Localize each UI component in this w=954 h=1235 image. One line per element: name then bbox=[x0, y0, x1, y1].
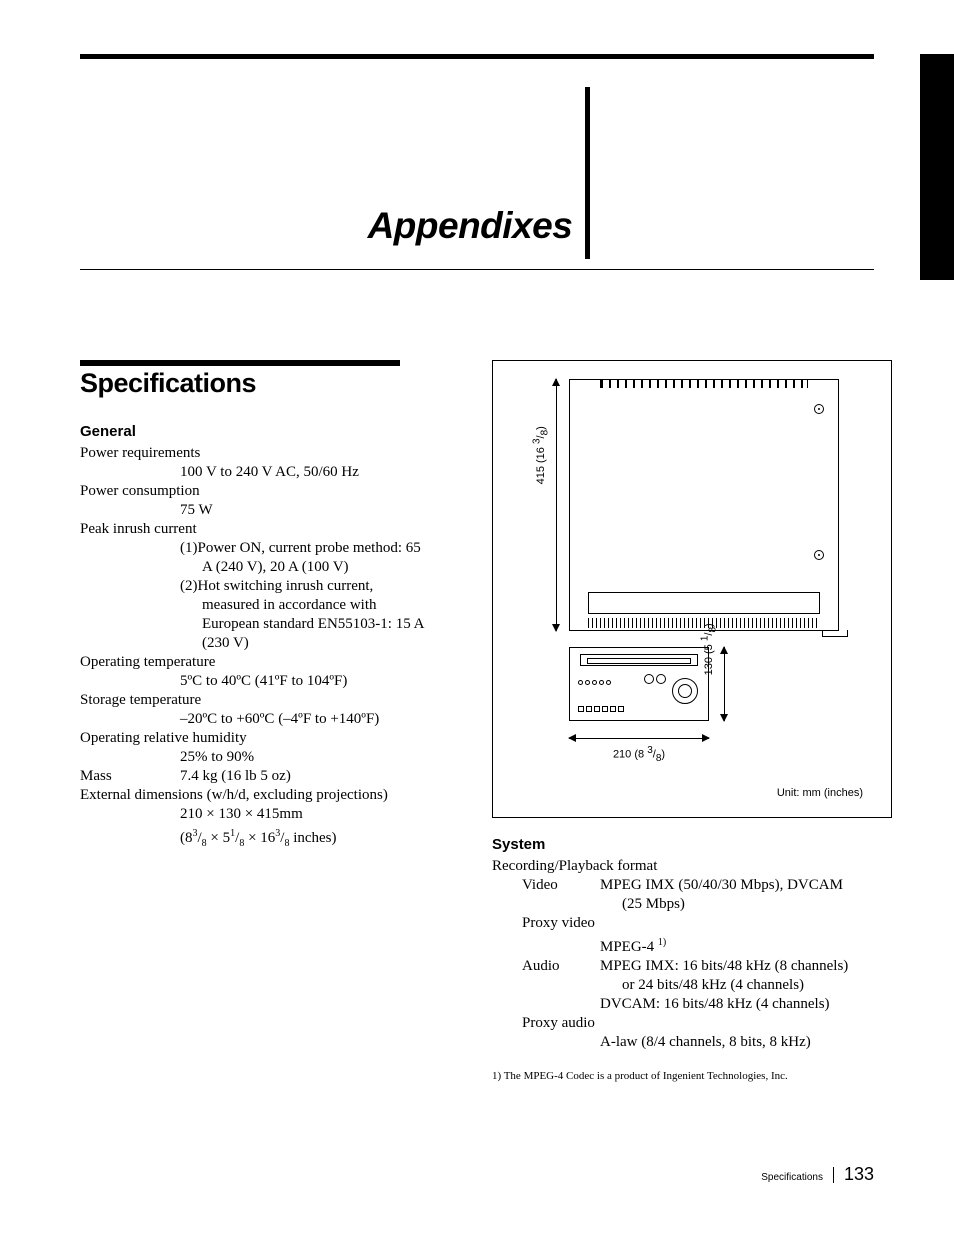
audio-label: Audio bbox=[522, 957, 600, 976]
video-row-b: (25 Mbps) bbox=[522, 895, 874, 914]
power-cons-label: Power consumption bbox=[80, 482, 462, 501]
proxy-video-label: Proxy video bbox=[522, 914, 874, 933]
format-label: Recording/Playback format bbox=[492, 857, 874, 876]
audio-value-b: or 24 bits/48 kHz (4 channels) bbox=[600, 976, 874, 995]
figure-inner-box bbox=[588, 592, 820, 614]
title-divider bbox=[585, 87, 590, 259]
proxy-audio-value: A-law (8/4 channels, 8 bits, 8 kHz) bbox=[600, 1033, 874, 1052]
op-temp-label: Operating temperature bbox=[80, 653, 462, 672]
system-heading: System bbox=[492, 836, 874, 853]
proxy-audio-label: Proxy audio bbox=[522, 1014, 874, 1033]
video-row: Video MPEG IMX (50/40/30 Mbps), DVCAM bbox=[522, 876, 874, 895]
knob-icon bbox=[656, 674, 666, 684]
buttons-row bbox=[578, 706, 624, 712]
page-number: 133 bbox=[844, 1164, 874, 1185]
peak-inrush-2d: (230 V) bbox=[80, 634, 462, 653]
audio-row-b: or 24 bits/48 kHz (4 channels) bbox=[522, 976, 874, 995]
width-label: 210 (8 3/8) bbox=[569, 745, 709, 764]
audio-row-c: DVCAM: 16 bits/48 kHz (4 channels) bbox=[522, 995, 874, 1014]
video-value-b: (25 Mbps) bbox=[600, 895, 874, 914]
power-req-label: Power requirements bbox=[80, 444, 462, 463]
video-label: Video bbox=[522, 876, 600, 895]
op-temp-value: 5ºC to 40ºC (41ºF to 104ºF) bbox=[80, 672, 462, 691]
system-specs: Video MPEG IMX (50/40/30 Mbps), DVCAM (2… bbox=[522, 876, 874, 1052]
depth-label: 415 (16 3/8) bbox=[532, 426, 551, 484]
peak-inrush-1: (1)Power ON, current probe method: 65 bbox=[80, 539, 462, 558]
power-req-value: 100 V to 240 V AC, 50/60 Hz bbox=[80, 463, 462, 482]
left-column: Specifications General Power requirement… bbox=[80, 360, 462, 1082]
humidity-value: 25% to 90% bbox=[80, 748, 462, 767]
dial-icon bbox=[672, 678, 698, 704]
mass-label: Mass bbox=[80, 767, 180, 786]
audio-value: MPEG IMX: 16 bits/48 kHz (8 channels) bbox=[600, 957, 874, 976]
chapter-title: Appendixes bbox=[368, 205, 573, 247]
footer-label: Specifications bbox=[761, 1172, 823, 1183]
side-tab bbox=[920, 54, 954, 280]
peak-inrush-2b: measured in accordance with bbox=[80, 596, 462, 615]
proxy-audio-row: A-law (8/4 channels, 8 bits, 8 kHz) bbox=[522, 1033, 874, 1052]
peak-inrush-1b: A (240 V), 20 A (100 V) bbox=[80, 558, 462, 577]
columns: Specifications General Power requirement… bbox=[80, 360, 874, 1082]
page-content: Appendixes Specifications General Power … bbox=[80, 54, 874, 1185]
proxy-video-row: MPEG-4 1) bbox=[522, 933, 874, 957]
page-footer: Specifications 133 bbox=[761, 1164, 874, 1185]
dims-label: External dimensions (w/h/d, excluding pr… bbox=[80, 786, 462, 805]
dots-row bbox=[578, 680, 611, 685]
audio-value-c: DVCAM: 16 bits/48 kHz (4 channels) bbox=[600, 995, 874, 1014]
figure-top-view bbox=[569, 379, 839, 631]
storage-temp-value: –20ºC to +60ºC (–4ºF to +140ºF) bbox=[80, 710, 462, 729]
footer-divider bbox=[833, 1167, 834, 1183]
right-column: 415 (16 3/8) 130 (5 1/8) bbox=[492, 360, 874, 1082]
video-value: MPEG IMX (50/40/30 Mbps), DVCAM bbox=[600, 876, 874, 895]
figure-slot bbox=[580, 654, 698, 666]
height-label: 130 (5 1/8) bbox=[700, 623, 719, 675]
figure-foot bbox=[822, 630, 848, 637]
section-rule bbox=[80, 360, 400, 366]
unit-label: Unit: mm (inches) bbox=[777, 787, 863, 799]
power-cons-value: 75 W bbox=[80, 501, 462, 520]
dims-value-inches: (83/8 × 51/8 × 163/8 inches) bbox=[80, 824, 462, 853]
dims-value: 210 × 130 × 415mm bbox=[80, 805, 462, 824]
storage-temp-label: Storage temperature bbox=[80, 691, 462, 710]
peak-inrush-2c: European standard EN55103-1: 15 A bbox=[80, 615, 462, 634]
dimensions-figure: 415 (16 3/8) 130 (5 1/8) bbox=[492, 360, 892, 818]
section-title: Specifications bbox=[80, 368, 462, 399]
general-heading: General bbox=[80, 423, 462, 440]
mass-value: 7.4 kg (16 lb 5 oz) bbox=[180, 767, 462, 786]
title-block: Appendixes bbox=[80, 54, 874, 270]
figure-panel bbox=[576, 672, 702, 714]
audio-row: Audio MPEG IMX: 16 bits/48 kHz (8 channe… bbox=[522, 957, 874, 976]
figure-front-view bbox=[569, 647, 709, 721]
mass-row: Mass 7.4 kg (16 lb 5 oz) bbox=[80, 767, 462, 786]
knob-icon bbox=[644, 674, 654, 684]
peak-inrush-2: (2)Hot switching inrush current, bbox=[80, 577, 462, 596]
screw-icon bbox=[814, 404, 824, 414]
peak-inrush-label: Peak inrush current bbox=[80, 520, 462, 539]
footnote: 1) The MPEG-4 Codec is a product of Inge… bbox=[492, 1070, 874, 1082]
screw-icon bbox=[814, 550, 824, 560]
humidity-label: Operating relative humidity bbox=[80, 729, 462, 748]
proxy-video-value: MPEG-4 1) bbox=[600, 933, 874, 957]
